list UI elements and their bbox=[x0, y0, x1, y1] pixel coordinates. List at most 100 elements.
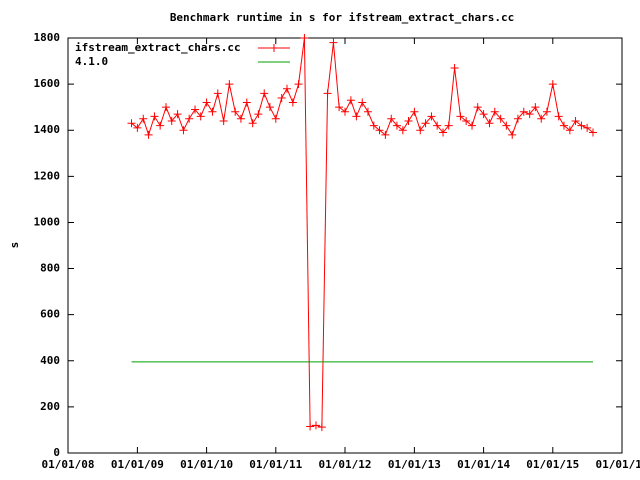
point-marker bbox=[410, 107, 419, 116]
point-marker bbox=[225, 80, 234, 89]
point-marker bbox=[479, 110, 488, 119]
point-marker bbox=[277, 93, 286, 102]
legend-label: 4.1.0 bbox=[75, 55, 108, 68]
point-marker bbox=[519, 107, 528, 116]
x-tick-label: 01/01/09 bbox=[111, 458, 164, 471]
x-tick-label: 01/01/08 bbox=[42, 458, 95, 471]
point-marker bbox=[571, 117, 580, 125]
point-marker bbox=[559, 121, 568, 130]
point-marker bbox=[450, 63, 459, 72]
point-marker bbox=[439, 128, 448, 137]
y-tick-label: 600 bbox=[40, 308, 60, 321]
point-marker bbox=[248, 119, 257, 128]
point-marker bbox=[381, 130, 390, 139]
y-tick-label: 1600 bbox=[34, 77, 61, 90]
y-tick-label: 1400 bbox=[34, 123, 61, 136]
point-marker bbox=[542, 107, 551, 116]
point-marker bbox=[433, 121, 442, 130]
point-marker bbox=[392, 121, 401, 130]
point-marker bbox=[329, 38, 338, 47]
y-tick-label: 200 bbox=[40, 400, 60, 413]
point-marker bbox=[196, 112, 205, 121]
point-marker bbox=[496, 114, 505, 123]
point-marker bbox=[213, 89, 222, 98]
point-marker bbox=[300, 34, 309, 42]
legend-label: ifstream_extract_chars.cc bbox=[75, 41, 241, 54]
point-marker bbox=[185, 114, 194, 123]
y-tick-label: 1200 bbox=[34, 169, 61, 182]
y-tick-label: 800 bbox=[40, 262, 60, 275]
y-tick-label: 1800 bbox=[34, 31, 61, 44]
x-tick-label: 01/01/16 bbox=[596, 458, 640, 471]
point-marker bbox=[427, 112, 436, 121]
point-marker bbox=[346, 96, 355, 105]
chart-title: Benchmark runtime in s for ifstream_extr… bbox=[170, 11, 514, 24]
point-marker bbox=[236, 114, 245, 123]
point-marker bbox=[179, 126, 188, 135]
y-tick-label: 0 bbox=[53, 446, 60, 459]
x-tick-label: 01/01/10 bbox=[180, 458, 233, 471]
point-marker bbox=[231, 107, 240, 116]
point-marker bbox=[139, 114, 148, 123]
point-marker bbox=[369, 121, 378, 130]
point-marker bbox=[335, 103, 344, 112]
point-marker bbox=[588, 128, 597, 137]
y-tick-label: 1000 bbox=[34, 215, 61, 228]
point-marker bbox=[288, 98, 297, 107]
point-marker bbox=[282, 84, 291, 93]
point-marker bbox=[127, 119, 136, 128]
point-marker bbox=[508, 130, 517, 139]
point-marker bbox=[260, 89, 269, 98]
point-marker bbox=[531, 103, 540, 112]
point-marker bbox=[473, 103, 482, 112]
legend-marker bbox=[270, 44, 278, 52]
y-tick-label: 400 bbox=[40, 354, 60, 367]
x-tick-label: 01/01/11 bbox=[249, 458, 302, 471]
point-marker bbox=[144, 130, 153, 139]
point-marker bbox=[208, 107, 217, 116]
point-marker bbox=[317, 423, 326, 432]
point-marker bbox=[554, 112, 563, 121]
point-marker bbox=[352, 112, 361, 121]
x-tick-label: 01/01/15 bbox=[526, 458, 579, 471]
point-marker bbox=[444, 121, 453, 130]
point-marker bbox=[456, 112, 465, 121]
point-marker bbox=[513, 114, 522, 123]
point-marker bbox=[404, 117, 413, 125]
point-marker bbox=[537, 114, 546, 123]
point-marker bbox=[242, 98, 251, 107]
point-marker bbox=[485, 119, 494, 128]
point-marker bbox=[150, 112, 159, 121]
point-marker bbox=[219, 117, 228, 125]
point-marker bbox=[421, 119, 430, 128]
point-marker bbox=[271, 114, 280, 123]
point-marker bbox=[468, 121, 477, 130]
point-marker bbox=[502, 121, 511, 130]
x-tick-label: 01/01/13 bbox=[388, 458, 441, 471]
point-marker bbox=[294, 80, 303, 89]
point-marker bbox=[254, 110, 263, 119]
point-marker bbox=[565, 126, 574, 135]
point-marker bbox=[398, 126, 407, 135]
point-marker bbox=[191, 105, 200, 114]
point-marker bbox=[265, 103, 274, 112]
point-marker bbox=[156, 121, 165, 130]
point-marker bbox=[167, 117, 176, 125]
point-marker bbox=[306, 422, 315, 431]
point-marker bbox=[583, 123, 592, 132]
x-tick-label: 01/01/12 bbox=[319, 458, 372, 471]
point-marker bbox=[162, 103, 171, 112]
point-marker bbox=[173, 110, 182, 119]
point-marker bbox=[363, 107, 372, 116]
point-marker bbox=[577, 121, 586, 130]
point-marker bbox=[311, 421, 320, 430]
point-marker bbox=[323, 89, 332, 98]
point-marker bbox=[358, 98, 367, 107]
point-marker bbox=[202, 98, 211, 107]
y-axis-label: s bbox=[8, 242, 21, 249]
point-marker bbox=[387, 114, 396, 123]
point-marker bbox=[375, 126, 384, 135]
